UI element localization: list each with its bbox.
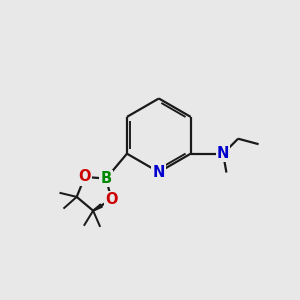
Polygon shape bbox=[93, 204, 102, 211]
Text: O: O bbox=[105, 192, 118, 207]
Text: N: N bbox=[217, 146, 229, 161]
Text: B: B bbox=[100, 171, 112, 186]
Text: N: N bbox=[153, 165, 165, 180]
Text: O: O bbox=[79, 169, 91, 184]
